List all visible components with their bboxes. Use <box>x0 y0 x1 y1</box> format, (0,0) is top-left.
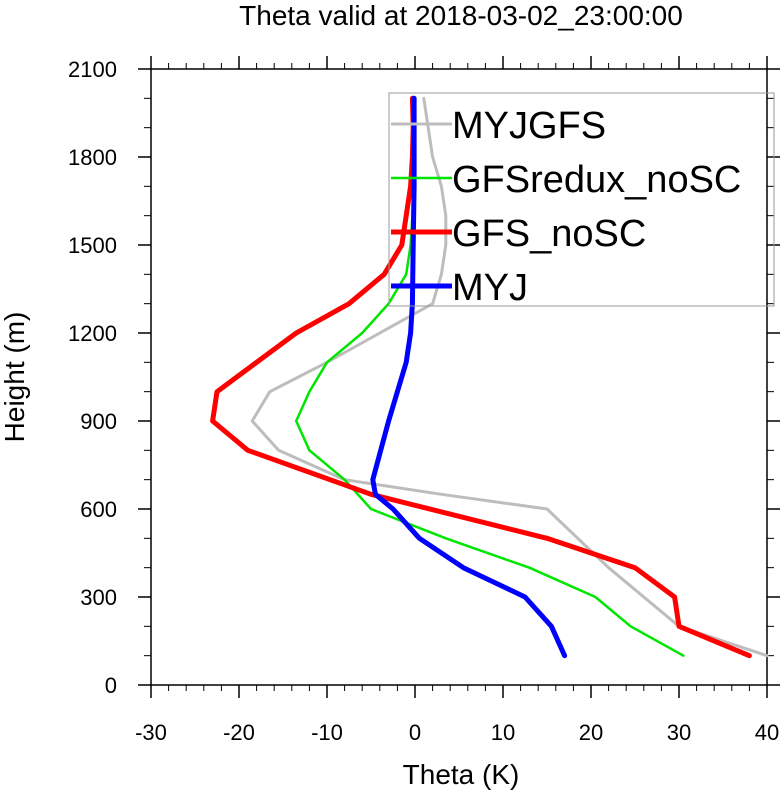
y-tick-label: 0 <box>105 673 117 698</box>
x-tick-label: -30 <box>135 720 167 745</box>
series-line-gfs-nosc <box>210 95 752 659</box>
y-tick-label: 300 <box>80 585 117 610</box>
legend-label-myjgfs: MYJGFS <box>452 105 606 147</box>
y-tick-label: 900 <box>80 409 117 434</box>
y-tick-label: 1200 <box>68 321 117 346</box>
plot-frame <box>150 68 768 686</box>
x-tick-label: -10 <box>311 720 343 745</box>
x-tick-label: -20 <box>223 720 255 745</box>
y-tick-label: 1500 <box>68 233 117 258</box>
chart-title: Theta valid at 2018-03-02_23:00:00 <box>239 0 683 31</box>
legend: MYJGFS GFSredux_noSC GFS_noSC MYJ <box>388 92 775 309</box>
legend-label-gfs-nosc: GFS_noSC <box>452 213 646 255</box>
x-tick-label: 30 <box>667 720 691 745</box>
legend-frame <box>388 92 775 307</box>
y-tick-label: 1800 <box>68 145 117 170</box>
axis-layer: -30 -20 -10 0 10 20 30 40 0 300 600 900 1200 1500 1800… <box>68 56 780 745</box>
series-layer <box>210 95 769 659</box>
legend-label-myj: MYJ <box>452 267 528 309</box>
x-tick-label: 20 <box>579 720 603 745</box>
x-axis-label: Theta (K) <box>403 759 520 790</box>
series-line-myj <box>370 95 568 659</box>
x-tick-label: 10 <box>491 720 515 745</box>
legend-label-gfsredux-nosc: GFSredux_noSC <box>452 159 741 201</box>
y-tick-label: 600 <box>80 497 117 522</box>
x-tick-label: 0 <box>409 720 421 745</box>
y-tick-label: 2100 <box>68 57 117 82</box>
x-tick-label: 40 <box>755 720 779 745</box>
y-axis-label: Height (m) <box>0 312 30 443</box>
